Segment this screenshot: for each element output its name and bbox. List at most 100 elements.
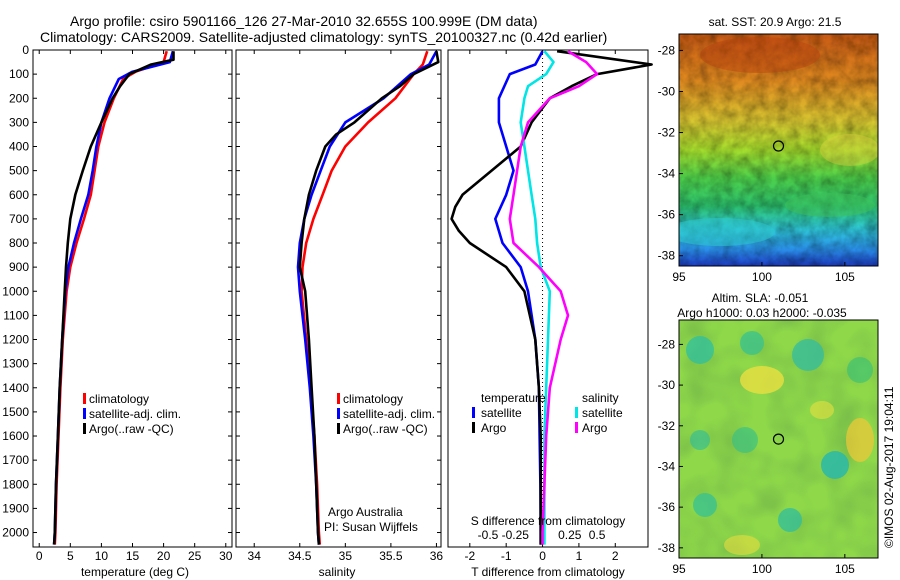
depth-tick-label: 1400: [2, 381, 29, 395]
x-tick-label: 0: [539, 549, 546, 563]
series-line-argo-raw-qc: [52, 51, 175, 545]
x-tick-label: 10: [95, 549, 109, 563]
map-y-tick-label: -34: [658, 167, 676, 181]
legend-swatch-s-satellite: [575, 407, 578, 418]
legend-swatch-satellite: [83, 408, 86, 419]
legend-header-temperature: temperature: [481, 391, 546, 405]
temperature-plot-area: [32, 49, 233, 548]
x-tick-label: -2: [464, 549, 475, 563]
sla-map-title: Altim. SLA: -0.051: [712, 291, 809, 305]
map-x-tick-label: 105: [835, 270, 855, 284]
depth-tick-label: 400: [9, 140, 29, 154]
temperature-x-label: temperature (deg C): [81, 565, 189, 579]
credit-stamp: ©IMOS 02-Aug-2017 19:04:11: [882, 386, 896, 548]
figure-title-line-2: Climatology: CARS2009. Satellite-adjuste…: [40, 29, 608, 45]
depth-tick-label: 700: [9, 212, 29, 226]
depth-tick-label: 1700: [2, 453, 29, 467]
annotation-pi-name: PI: Susan Wijffels: [324, 520, 418, 534]
legend-swatch-argo: [83, 423, 86, 434]
legend-swatch-t-argo: [472, 422, 475, 433]
x-tick-label: 15: [126, 549, 140, 563]
legend-label-argo: Argo(..raw -QC): [343, 422, 428, 436]
depth-tick-label: 600: [9, 188, 29, 202]
difference-legend: temperature salinity satellite Argo sate…: [472, 391, 623, 435]
x-tick-label: 2: [612, 549, 619, 563]
map-x-tick-label: 100: [752, 270, 772, 284]
map-y-tick-label: -32: [658, 126, 676, 140]
depth-tick-label: 900: [9, 260, 29, 274]
depth-tick-label: 1800: [2, 477, 29, 491]
series-line-argo-raw-qc: [298, 50, 440, 545]
figure-title-line-1: Argo profile: csiro 5901166_126 27-Mar-2…: [70, 13, 538, 29]
legend-label-s-satellite: satellite: [582, 406, 623, 420]
depth-tick-label: 500: [9, 164, 29, 178]
series-line-salinity-argo: [508, 50, 599, 545]
x-tick-label: 0: [36, 549, 43, 563]
sst-heatmap: [679, 34, 878, 266]
map-y-tick-label: -28: [658, 337, 676, 351]
x-tick-label: 25: [188, 549, 202, 563]
legend-label-climatology: climatology: [343, 392, 403, 406]
legend-swatch-satellite: [337, 408, 340, 419]
depth-tick-label: 1300: [2, 357, 29, 371]
x2-tick-label: 0.5: [589, 528, 606, 542]
legend-label-climatology: climatology: [89, 392, 149, 406]
x-tick-label: 1: [576, 549, 583, 563]
map-y-tick-label: -28: [658, 43, 676, 57]
map-x-tick-label: 95: [672, 562, 686, 576]
t-difference-label: T difference from climatology: [471, 565, 625, 579]
legend-swatch-climatology: [337, 393, 340, 404]
depth-tick-label: 1600: [2, 429, 29, 443]
difference-plot-area: [447, 49, 649, 548]
x-tick-label: 35.5: [379, 549, 403, 563]
sla-map-subtitle: Argo h1000: 0.03 h2000: -0.035: [677, 306, 847, 320]
legend-label-s-argo: Argo: [582, 421, 608, 435]
legend-label-satellite: satellite-adj. clim.: [89, 407, 181, 421]
x-tick-label: 34.5: [288, 549, 312, 563]
map-y-tick-label: -36: [658, 208, 676, 222]
map-y-tick-label: -38: [658, 249, 676, 263]
salinity-plot-area: [235, 49, 442, 548]
map-y-tick-label: -30: [658, 84, 676, 98]
map-y-tick-label: -38: [658, 541, 676, 555]
x2-tick-label: -0.5: [478, 528, 499, 542]
depth-tick-label: 1900: [2, 501, 29, 515]
depth-tick-label: 0: [22, 43, 29, 57]
map-x-tick-label: 95: [672, 270, 686, 284]
series-line-temperature-argo: [450, 49, 653, 545]
argo-position-marker: [772, 433, 785, 445]
sst-map-title: sat. SST: 20.9 Argo: 21.5: [709, 15, 842, 29]
s-difference-label: S difference from climatology: [471, 514, 626, 528]
legend-swatch-t-satellite: [472, 407, 475, 418]
map-x-tick-label: 100: [752, 562, 772, 576]
salinity-legend: climatology satellite-adj. clim. Argo(..…: [337, 392, 435, 436]
series-line-salinity-satellite: [519, 50, 555, 545]
legend-label-t-satellite: satellite: [481, 406, 522, 420]
depth-tick-label: 2000: [2, 526, 29, 540]
legend-label-satellite: satellite-adj. clim.: [343, 407, 435, 421]
x-tick-label: 30: [219, 549, 233, 563]
depth-tick-label: 100: [9, 67, 29, 81]
map-y-tick-label: -32: [658, 419, 676, 433]
x-tick-label: 20: [157, 549, 171, 563]
map-y-tick-label: -36: [658, 500, 676, 514]
argo-position-marker: [772, 140, 785, 152]
depth-tick-label: 200: [9, 91, 29, 105]
annotation-argo-australia: Argo Australia: [328, 505, 403, 519]
x2-tick-label: -0.25: [502, 528, 530, 542]
legend-header-salinity: salinity: [582, 391, 619, 405]
depth-tick-label: 1000: [2, 284, 29, 298]
sla-map-frame: [678, 319, 879, 559]
map-x-tick-label: 105: [835, 562, 855, 576]
depth-tick-label: 1100: [3, 308, 29, 322]
depth-tick-label: 800: [9, 236, 29, 250]
x2-tick-label: 0.25: [558, 528, 582, 542]
depth-tick-label: 300: [9, 115, 29, 129]
legend-label-t-argo: Argo: [481, 421, 507, 435]
map-y-tick-label: -34: [658, 459, 676, 473]
x-tick-label: 36: [430, 549, 444, 563]
sst-map-frame: [678, 33, 879, 267]
depth-tick-label: 1200: [2, 333, 29, 347]
legend-label-argo: Argo(..raw -QC): [89, 422, 174, 436]
